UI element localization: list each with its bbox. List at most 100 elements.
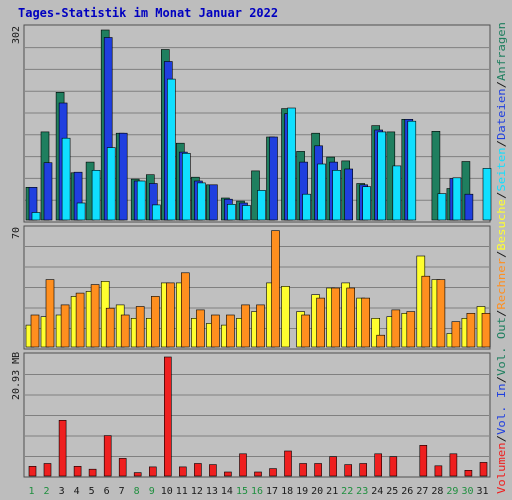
bar-volumen — [269, 468, 277, 477]
x-tick-label: 12 — [191, 486, 203, 497]
bar-seiten — [452, 177, 462, 221]
x-tick-label: 16 — [251, 486, 263, 497]
legend-entry: / — [495, 192, 508, 199]
bar-rechner — [75, 292, 85, 348]
bar-volumen — [359, 463, 368, 477]
bar-anfragen — [431, 131, 441, 221]
bar-volumen — [284, 450, 292, 477]
bar-rechner — [376, 334, 386, 348]
x-tick-label: 4 — [74, 486, 80, 497]
bar-seiten — [317, 163, 326, 221]
bar-volumen — [194, 463, 202, 477]
bar-rechner — [466, 312, 476, 348]
x-tick-label: 27 — [416, 486, 428, 497]
legend-entry: Dateien — [495, 88, 508, 140]
bar-volumen — [329, 456, 337, 477]
bar-seiten — [302, 193, 311, 221]
legend-entry: Vol. Out — [495, 317, 508, 376]
bar-rechner — [346, 287, 356, 348]
bar-seiten — [332, 170, 341, 221]
bar-seiten — [482, 168, 492, 221]
bar-volumen — [224, 471, 232, 477]
bar-rechner — [30, 314, 40, 348]
bar-volumen — [389, 456, 398, 477]
bar-seiten — [377, 131, 387, 221]
y-max-label: 70 — [11, 227, 22, 239]
legend-entry: Anfragen — [495, 22, 508, 81]
bar-seiten — [362, 186, 372, 221]
bar-rechner — [166, 282, 175, 348]
x-tick-label: 10 — [161, 486, 173, 497]
bar-volumen — [164, 356, 172, 477]
bar-rechner — [105, 307, 115, 348]
x-tick-label: 23 — [356, 486, 368, 497]
bar-volumen — [299, 463, 307, 477]
bar-rechner — [421, 275, 431, 348]
x-tick-label: 3 — [59, 486, 65, 497]
y-max-label: 20.93 MB — [11, 352, 22, 400]
bar-volumen — [179, 466, 187, 477]
bar-volumen — [479, 462, 488, 477]
bar-volumen — [434, 465, 443, 477]
bar-seiten — [91, 170, 101, 221]
bar-volumen — [73, 465, 82, 477]
bar-volumen — [118, 458, 127, 477]
bar-rechner — [135, 306, 145, 348]
bar-rechner — [331, 287, 340, 348]
bar-seiten — [31, 212, 41, 221]
bar-rechner — [45, 279, 55, 348]
x-tick-label: 31 — [476, 486, 488, 497]
legend-entry: / — [495, 376, 508, 383]
bar-seiten — [106, 147, 116, 221]
x-tick-label: 21 — [326, 486, 338, 497]
bar-seiten — [437, 193, 447, 221]
x-tick-label: 20 — [311, 486, 323, 497]
x-tick-label: 5 — [89, 486, 95, 497]
bar-volumen — [43, 463, 52, 477]
x-tick-label: 7 — [119, 486, 125, 497]
bar-volumen — [209, 464, 217, 477]
x-tick-label: 18 — [281, 486, 293, 497]
bar-seiten — [61, 137, 71, 221]
bar-rechner — [120, 314, 130, 348]
legend-entry: Volumen — [495, 442, 508, 494]
legend-entry: / — [495, 251, 508, 258]
x-tick-label: 2 — [43, 486, 49, 497]
x-tick-label: 25 — [386, 486, 398, 497]
bar-seiten — [167, 78, 176, 221]
x-tick-label: 14 — [221, 486, 233, 497]
bar-volumen — [28, 465, 37, 477]
bar-volumen — [464, 469, 473, 477]
bar-rechner — [151, 296, 160, 348]
bar-rechner — [241, 304, 250, 348]
bar-volumen — [88, 468, 97, 477]
bar-volumen — [58, 419, 67, 477]
x-tick-label: 8 — [134, 486, 140, 497]
x-tick-label: 19 — [296, 486, 308, 497]
bar-seiten — [242, 205, 251, 221]
x-tick-label: 17 — [266, 486, 278, 497]
right-legend: Volumen/Vol. In/Vol. Out/Rechner/Besuche… — [495, 22, 508, 494]
x-tick-label: 9 — [149, 486, 155, 497]
y-max-label: 302 — [11, 26, 22, 44]
bar-volumen — [314, 463, 322, 477]
bar-dateien — [464, 193, 474, 221]
bar-dateien — [344, 168, 354, 221]
bar-dateien — [118, 132, 128, 221]
legend-entry: Besuche — [495, 199, 508, 251]
bar-seiten — [182, 153, 191, 221]
bar-volumen — [239, 453, 247, 477]
bar-volumen — [149, 466, 157, 477]
bar-rechner — [211, 314, 220, 348]
bar-seiten — [407, 120, 417, 221]
legend-entry: / — [495, 310, 508, 317]
bar-rechner — [361, 297, 371, 348]
bar-rechner — [481, 312, 491, 348]
x-tick-label: 26 — [401, 486, 413, 497]
bar-besuche — [371, 317, 381, 348]
x-tick-label: 24 — [371, 486, 383, 497]
bar-seiten — [197, 182, 206, 221]
bar-rechner — [271, 230, 280, 348]
legend-entry: Rechner — [495, 258, 508, 310]
